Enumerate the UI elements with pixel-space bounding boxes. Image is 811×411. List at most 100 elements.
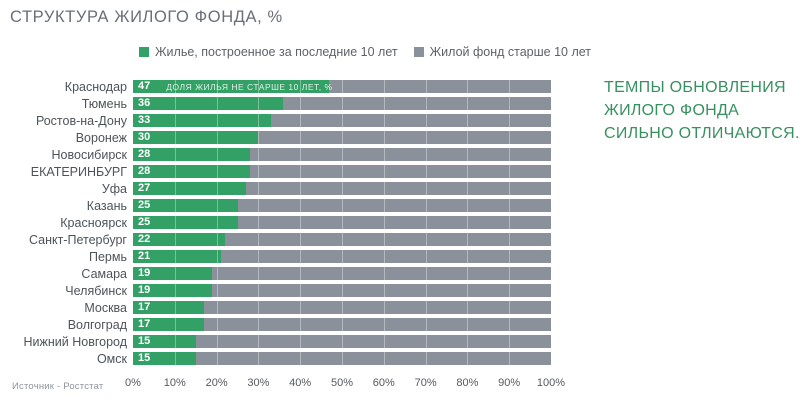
gridline [551,78,552,368]
legend-item-new-housing: Жилье, построенное за последние 10 лет [139,45,398,59]
chart-row: Нижний Новгород 15 [0,333,551,350]
chart-row: Тюмень 36 [0,95,551,112]
chart-row: Самара 19 [0,265,551,282]
source-label: Источник - Ростстат [12,381,104,392]
category-label: Казань [86,198,127,213]
bar-old-housing-segment: 25 [133,199,551,212]
chart-row: Волгоград 17 [0,316,551,333]
legend: Жилье, построенное за последние 10 лет Ж… [139,45,591,59]
category-label: Воронеж [75,130,127,145]
category-label: Нижний Новгород [23,334,128,349]
bar-new-housing-segment: 33 [133,114,271,127]
bar-new-housing-segment: 47 ДОЛЯ ЖИЛЬЯ НЕ СТАРШЕ 10 ЛЕТ, % [133,80,333,93]
bar-new-housing-segment: 30 [133,131,259,144]
legend-label-old-housing: Жилой фонд старше 10 лет [429,45,592,59]
chart-row: Казань 25 [0,197,551,214]
bar-new-housing-segment: 36 [133,97,284,110]
bar-value-label: 21 [138,250,151,262]
bar-old-housing-segment: 28 [133,165,551,178]
bar-new-housing-segment: 28 [133,148,251,161]
legend-swatch-old-housing [413,47,424,57]
category-label: Челябинск [65,283,127,298]
bar-value-label: 30 [138,131,151,143]
page-title: СТРУКТУРА ЖИЛОГО ФОНДА, % [10,8,283,26]
bar-old-housing-segment: 22 [133,233,551,246]
bar-value-label: 25 [138,216,151,228]
x-axis-tick-label: 90% [498,377,521,389]
bar-value-label: 22 [138,233,151,245]
bar-old-housing-segment: 33 [133,114,551,127]
category-label: Красноярск [60,215,127,230]
chart-row: Ростов-на-Дону 33 [0,112,551,129]
chart-row: Уфа 27 [0,180,551,197]
chart-row: Краснодар 47 ДОЛЯ ЖИЛЬЯ НЕ СТАРШЕ 10 ЛЕТ, … [0,78,551,95]
bar-old-housing-segment: 36 [133,97,551,110]
category-label: Новосибирск [51,147,127,162]
category-label: Самара [81,266,127,281]
x-axis-tick-label: 80% [456,377,479,389]
bar-new-housing-segment: 19 [133,284,213,297]
bar-old-housing-segment: 28 [133,148,551,161]
bar-new-housing-segment: 28 [133,165,251,178]
category-label: Волгоград [67,317,127,332]
x-axis-tick-label: 50% [330,377,354,389]
bar-value-label: 19 [138,284,151,296]
bar-new-housing-segment: 27 [133,182,246,195]
x-axis-tick-label: 40% [289,377,312,389]
x-axis-tick-label: 0% [125,377,141,389]
bar-new-housing-segment: 22 [133,233,225,246]
bar-value-label: 19 [138,267,151,279]
bar-new-housing-segment: 17 [133,301,205,314]
bar-value-label: 28 [138,148,151,160]
chart-row: Санкт-Петербург 22 [0,231,551,248]
x-axis-tick-label: 30% [247,377,270,389]
x-axis-tick-label: 60% [372,377,395,389]
category-label: Тюмень [81,96,127,111]
chart-row: Пермь 21 [0,248,551,265]
legend-swatch-new-housing [139,47,149,57]
chart-row: Красноярск 25 [0,214,551,231]
bar-old-housing-segment: 47 ДОЛЯ ЖИЛЬЯ НЕ СТАРШЕ 10 ЛЕТ, % [133,80,551,93]
category-label: Уфа [101,181,127,196]
bar-value-label: 28 [138,165,151,177]
bar-new-housing-segment: 21 [133,250,221,263]
bar-value-label: 17 [138,318,151,330]
bar-old-housing-segment: 19 [133,267,551,280]
chart-row: Воронеж 30 [0,129,551,146]
bar-value-label: 25 [138,199,151,211]
chart-row: Новосибирск 28 [0,146,551,163]
bar-value-label: 47 [138,80,151,92]
category-label: Ростов-на-Дону [35,113,127,128]
bar-chart: Краснодар 47 ДОЛЯ ЖИЛЬЯ НЕ СТАРШЕ 10 ЛЕТ, … [0,78,551,367]
chart-row: ЕКАТЕРИНБУРГ 28 [0,163,551,180]
chart-row: Омск 15 [0,350,551,367]
x-axis-tick-label: 20% [205,377,228,389]
category-label: Омск [96,351,127,366]
bar-value-label: 15 [138,352,151,364]
chart-row: Москва 17 [0,299,551,316]
bar-new-housing-segment: 25 [133,199,238,212]
bar-old-housing-segment: 17 [133,301,551,314]
bar-value-label: 33 [138,114,151,126]
bar-value-label: 27 [138,182,151,194]
bar-old-housing-segment: 25 [133,216,551,229]
bar-value-label: 36 [138,97,151,109]
chart-row: Челябинск 19 [0,282,551,299]
category-label: Краснодар [64,79,127,94]
x-axis: 0% 10% 20% 30% 40% 50% 60% 70% 80% 90% 100% [125,377,565,393]
bar-new-housing-segment: 17 [133,318,205,331]
category-label: Пермь [89,249,127,264]
in-bar-annotation: ДОЛЯ ЖИЛЬЯ НЕ СТАРШЕ 10 ЛЕТ, % [166,81,333,92]
bar-value-label: 17 [138,301,151,313]
bar-old-housing-segment: 15 [133,335,551,348]
bar-value-label: 15 [138,335,151,347]
callout-text: ТЕМПЫ ОБНОВЛЕНИЯ ЖИЛОГО ФОНДА СИЛЬНО ОТЛ… [604,79,800,143]
category-label: ЕКАТЕРИНБУРГ [30,164,127,179]
x-axis-tick-label: 10% [163,377,186,389]
x-axis-tick-label: 70% [414,377,437,389]
legend-label-new-housing: Жилье, построенное за последние 10 лет [155,45,398,59]
bar-new-housing-segment: 15 [133,335,196,348]
bar-old-housing-segment: 27 [133,182,551,195]
category-label: Санкт-Петербург [28,232,127,247]
